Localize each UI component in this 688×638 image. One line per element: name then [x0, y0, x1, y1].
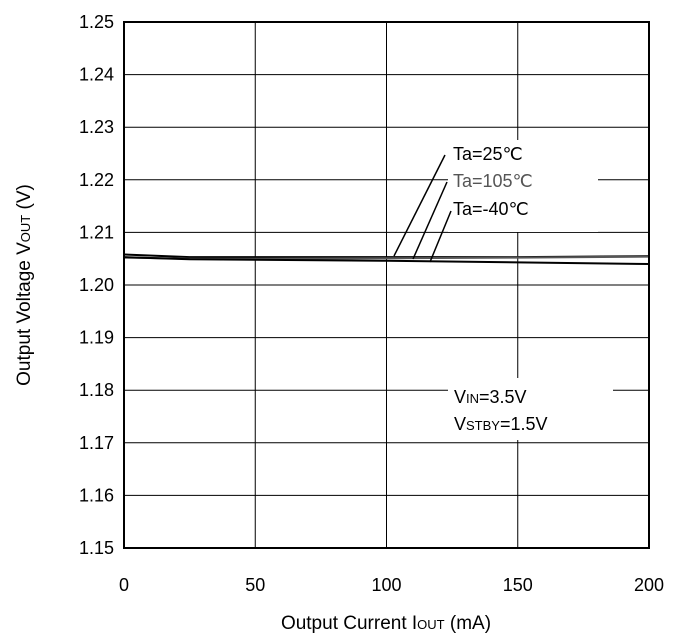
x-tick-label: 50: [245, 575, 265, 595]
conditions-backdrop: [448, 378, 613, 440]
y-tick-label: 1.18: [79, 380, 114, 400]
series-lines: [123, 253, 650, 265]
series-annotations: Ta=25℃ Ta=105℃ Ta=-40℃: [393, 140, 598, 263]
y-tick-label: 1.15: [79, 538, 114, 558]
leader-line-25: [393, 154, 446, 257]
x-tick-label: 150: [503, 575, 533, 595]
series-line-2: [123, 256, 650, 265]
label-ta-25: Ta=25℃: [453, 144, 523, 164]
x-tick-label: 100: [371, 575, 401, 595]
x-tick-label: 200: [634, 575, 664, 595]
y-tick-label: 1.22: [79, 170, 114, 190]
label-ta-minus40: Ta=-40℃: [453, 199, 529, 219]
y-tick-labels: 1.15 1.16 1.17 1.18 1.19 1.20 1.21 1.22 1.23 1.24…: [79, 12, 114, 558]
x-axis-label: Output Current IOUT (mA): [281, 613, 491, 634]
annotation-backdrop: [448, 140, 598, 232]
leader-line-minus40: [429, 210, 452, 263]
label-ta-105: Ta=105℃: [453, 171, 533, 191]
x-tick-labels: 0 50 100 150 200: [119, 575, 664, 595]
y-tick-label: 1.23: [79, 117, 114, 137]
y-tick-label: 1.25: [79, 12, 114, 32]
y-tick-label: 1.17: [79, 433, 114, 453]
condition-vstby: VSTBY=1.5V: [454, 414, 548, 434]
condition-vin: VIN=3.5V: [454, 387, 527, 407]
leader-line-105: [412, 181, 448, 260]
plot-frame: [123, 21, 650, 549]
y-axis-label: Output Voltage VOUT (V): [14, 184, 35, 386]
y-tick-label: 1.19: [79, 328, 114, 348]
y-tick-label: 1.21: [79, 222, 114, 242]
y-tick-label: 1.16: [79, 485, 114, 505]
conditions-note: VIN=3.5V VSTBY=1.5V: [448, 378, 613, 440]
x-tick-label: 0: [119, 575, 129, 595]
grid: [124, 22, 649, 548]
y-tick-label: 1.20: [79, 275, 114, 295]
y-tick-label: 1.24: [79, 65, 114, 85]
